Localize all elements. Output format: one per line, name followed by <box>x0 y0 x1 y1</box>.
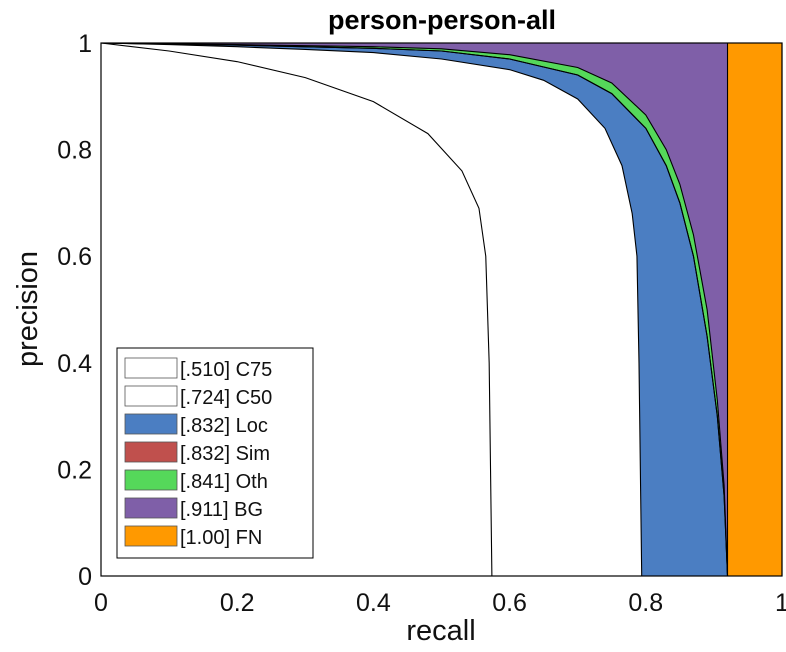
y-tick-label: 0.6 <box>57 243 92 271</box>
legend: [.510] C75 [.724] C50 [.832] Loc [.832] Sim… <box>116 347 314 559</box>
curve-oth <box>100 42 729 577</box>
x-tick-label: 0.6 <box>492 589 527 617</box>
y-tick-label: 1 <box>78 30 92 58</box>
y-axis-label: precision <box>12 251 44 367</box>
legend-label-sim: [.832] Sim <box>180 443 270 465</box>
y-ticks: 0 0.2 0.4 0.6 0.8 1 <box>57 30 92 591</box>
y-tick-label: 0 <box>78 563 92 591</box>
x-axis-label: recall <box>406 615 475 647</box>
curve-loc <box>100 42 729 577</box>
legend-label-c50: [.724] C50 <box>180 387 272 409</box>
chart-title: person-person-all <box>328 5 556 35</box>
x-tick-label: 0.2 <box>220 589 255 617</box>
x-tick-label: 0.8 <box>628 589 663 617</box>
legend-swatch-loc <box>124 413 178 435</box>
legend-swatch-bg <box>124 497 178 519</box>
y-tick-label: 0.8 <box>57 137 92 165</box>
legend-label-fn: [1.00] FN <box>180 527 262 549</box>
legend-label-oth: [.841] Oth <box>180 471 268 493</box>
legend-swatch-c75 <box>124 357 178 379</box>
y-tick-label: 0.4 <box>57 350 92 378</box>
plot-frame <box>100 42 783 577</box>
legend-swatch-oth <box>124 469 178 491</box>
x-tick-label: 1 <box>775 589 786 617</box>
legend-label-loc: [.832] Loc <box>180 415 268 437</box>
legend-swatch-sim <box>124 441 178 463</box>
y-tick-label: 0.2 <box>57 456 92 484</box>
x-ticks: 0 0.2 0.4 0.6 0.8 1 <box>94 589 786 617</box>
x-tick-label: 0.4 <box>356 589 391 617</box>
curve-c50 <box>100 42 643 577</box>
legend-label-bg: [.911] BG <box>180 499 263 521</box>
legend-label-c75: [.510] C75 <box>180 359 272 381</box>
x-tick-label: 0 <box>94 589 108 617</box>
legend-swatch-c50 <box>124 385 178 407</box>
curve-c75 <box>100 42 493 577</box>
legend-swatch-fn <box>124 525 178 547</box>
